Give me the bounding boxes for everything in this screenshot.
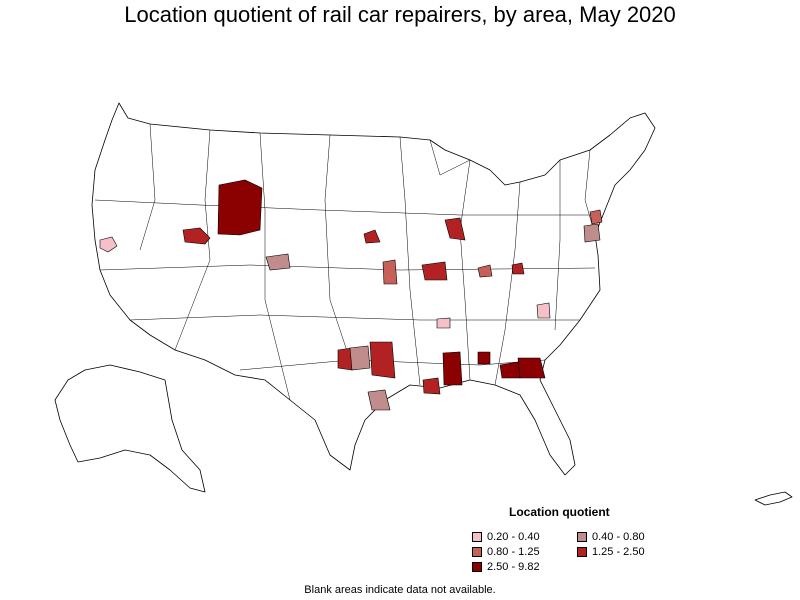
area-kansas [382,259,398,285]
area-wyoming [217,179,263,236]
area-indiana-ohio [477,264,493,278]
legend-item-1-25-2-50: 1.25 - 2.50 [577,546,645,558]
legend-swatch [472,532,482,542]
area-kentucky [511,262,525,275]
area-georgia-south [499,361,521,379]
footnote: Blank areas indicate data not available. [304,584,496,596]
legend-label: 0.40 - 0.80 [592,531,645,543]
area-texas-north [349,345,371,371]
legend-label: 1.25 - 2.50 [592,546,645,558]
area-georgia-coast [517,357,546,379]
area-colorado [265,253,291,271]
area-missouri [421,261,448,281]
legend-item-0-40-0-80: 0.40 - 0.80 [577,531,645,543]
area-louisiana [422,377,441,395]
area-pennsylvania [589,209,603,225]
area-mississippi [442,351,463,386]
area-nebraska [363,229,381,244]
legend-swatch [577,547,587,557]
area-texas-north-west [337,347,353,371]
hawaii-islands [754,491,793,506]
legend-item-2-50-9-82: 2.50 - 9.82 [472,561,540,573]
alaska-outline [54,364,206,493]
area-california-north [99,236,118,253]
area-alabama [477,351,491,365]
legend-swatch [577,532,587,542]
legend-item-0-80-1-25: 0.80 - 1.25 [472,546,540,558]
legend-label: 0.20 - 0.40 [487,531,540,543]
area-texas-gulf [367,389,391,411]
legend-swatch [472,562,482,572]
area-mid-atlantic [583,223,601,243]
legend-label: 0.80 - 1.25 [487,546,540,558]
area-virginia [536,302,551,319]
area-arkansas [436,317,451,329]
legend-item-0-20-0-40: 0.20 - 0.40 [472,531,540,543]
contiguous-us-outline [91,102,656,476]
area-illinois [444,217,466,241]
legend-label: 2.50 - 9.82 [487,561,540,573]
area-texas-east [369,341,396,379]
map-title: Location quotient of rail car repairers,… [124,2,676,27]
legend-title: Location quotient [509,505,610,519]
area-utah [182,227,211,245]
legend-swatch [472,547,482,557]
